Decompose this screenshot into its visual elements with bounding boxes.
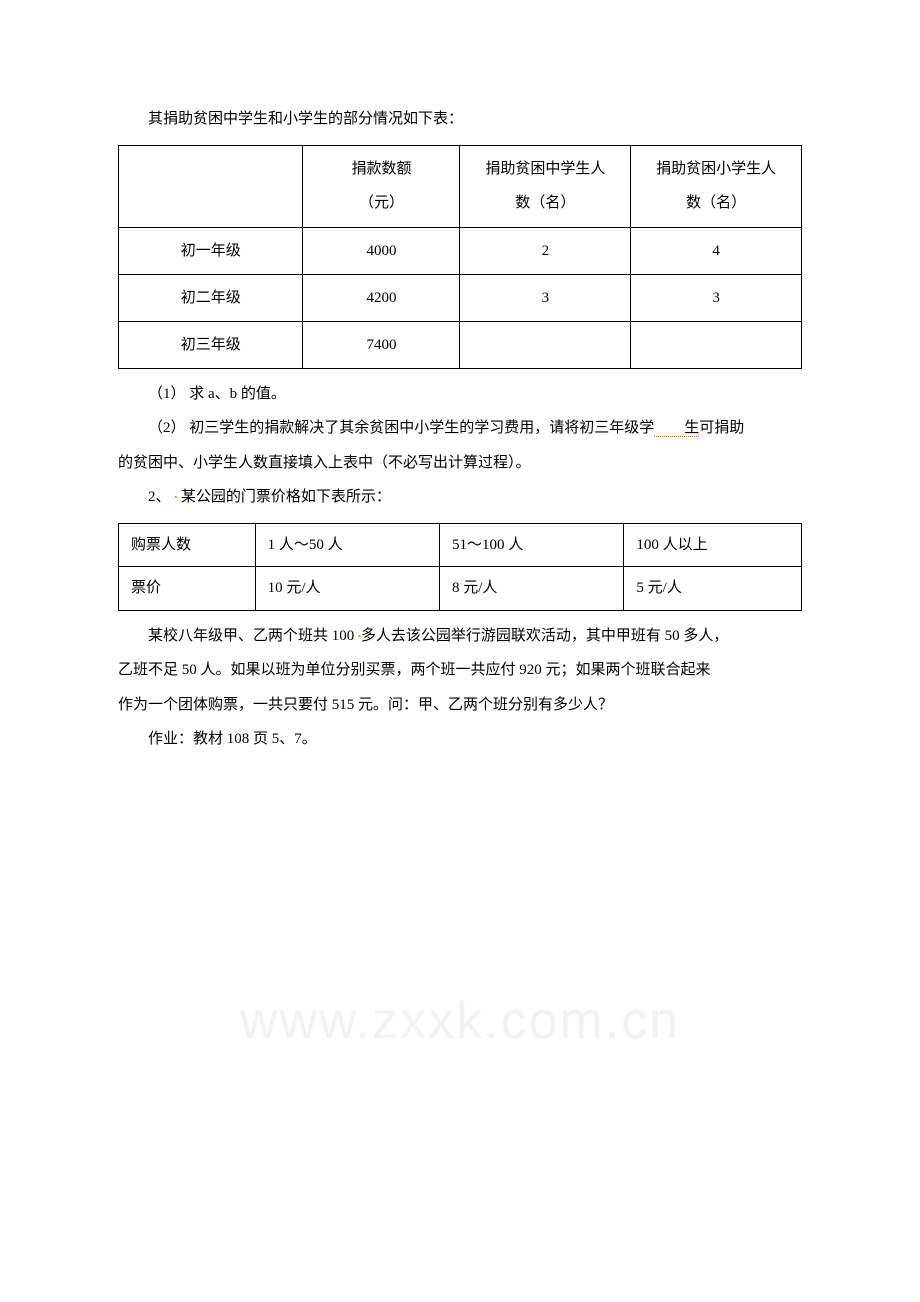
paragraph-2-line1: 某校八年级甲、乙两个班共 100 ▪多人去该公园举行游园联欢活动，其中甲班有 5… — [118, 619, 802, 654]
table-cell: 4 — [631, 227, 802, 274]
text-span: （2） 初三学生的捐款解决了其余贫困中小学生的学习费用，请将初三年级学 — [148, 420, 654, 436]
paragraph-2-line3: 作为一个团体购票，一共只要付 515 元。问：甲、乙两个班分别有多少人？ — [118, 688, 802, 723]
header-text: 捐助贫困小学生人 数（名） — [656, 161, 776, 212]
table-cell: 捐助贫困中学生人 数（名） — [460, 145, 631, 227]
table-row: 初三年级 7400 — [119, 321, 802, 368]
table-cell: 7400 — [303, 321, 460, 368]
table-cell — [631, 321, 802, 368]
homework-line: 作业：教材 108 页 5、7。 — [118, 722, 802, 757]
table-cell: 10 元/人 — [255, 567, 439, 611]
question-1-2-line1: （2） 初三学生的捐款解决了其余贫困中小学生的学习费用，请将初三年级学生可捐助 — [118, 411, 802, 446]
table-cell: 1 人～50 人 — [255, 523, 439, 567]
table-cell: 51～100 人 — [440, 523, 624, 567]
table-row: 初二年级 4200 3 3 — [119, 274, 802, 321]
decorative-dot: ▪ — [174, 492, 177, 501]
table-cell — [119, 145, 303, 227]
table-cell: 8 元/人 — [440, 567, 624, 611]
question-1-1: （1） 求 a、b 的值。 — [118, 377, 802, 412]
donation-table: 捐款数额 （元） 捐助贫困中学生人 数（名） 捐助贫困小学生人 数（名） 初一年… — [118, 145, 802, 369]
table-cell: 3 — [460, 274, 631, 321]
table-cell: 初二年级 — [119, 274, 303, 321]
table-cell: 3 — [631, 274, 802, 321]
table-cell: 4200 — [303, 274, 460, 321]
text-span: 某校八年级甲、乙两个班共 100 — [148, 628, 358, 644]
table-row-header: 捐款数额 （元） 捐助贫困中学生人 数（名） 捐助贫困小学生人 数（名） — [119, 145, 802, 227]
text-span: 某公园的门票价格如下表所示： — [181, 489, 391, 505]
table-cell: 票价 — [119, 567, 256, 611]
table-cell: 初一年级 — [119, 227, 303, 274]
question-2-intro: 2、 ▪ 某公园的门票价格如下表所示： — [118, 480, 802, 515]
header-text: 捐助贫困中学生人 数（名） — [485, 161, 605, 212]
table-cell: 2 — [460, 227, 631, 274]
table-cell — [460, 321, 631, 368]
underlined-char: 生 — [654, 421, 699, 437]
table-cell: 5 元/人 — [624, 567, 802, 611]
table-cell: 购票人数 — [119, 523, 256, 567]
text-span: 可捐助 — [699, 420, 744, 436]
intro-line: 其捐助贫困中学生和小学生的部分情况如下表： — [118, 102, 802, 137]
table-cell: 100 人以上 — [624, 523, 802, 567]
question-1-2-line2: 的贫困中、小学生人数直接填入上表中（不必写出计算过程）。 — [118, 446, 802, 481]
table-cell: 初三年级 — [119, 321, 303, 368]
text-span: 多人去该公园举行游园联欢活动，其中甲班有 50 多人， — [361, 628, 729, 644]
header-text: 捐款数额 （元） — [351, 161, 411, 212]
table-row: 购票人数 1 人～50 人 51～100 人 100 人以上 — [119, 523, 802, 567]
table-cell: 捐助贫困小学生人 数（名） — [631, 145, 802, 227]
ticket-price-table: 购票人数 1 人～50 人 51～100 人 100 人以上 票价 10 元/人… — [118, 523, 802, 611]
text-span: 2、 — [148, 489, 171, 505]
table-row: 初一年级 4000 2 4 — [119, 227, 802, 274]
document-content: 其捐助贫困中学生和小学生的部分情况如下表： 捐款数额 （元） 捐助贫困中学生人 … — [118, 102, 802, 757]
table-row: 票价 10 元/人 8 元/人 5 元/人 — [119, 567, 802, 611]
watermark-text: www.zxxk.com.cn — [240, 962, 680, 1082]
table-cell: 4000 — [303, 227, 460, 274]
table-cell: 捐款数额 （元） — [303, 145, 460, 227]
paragraph-2-line2: 乙班不足 50 人。如果以班为单位分别买票，两个班一共应付 920 元；如果两个… — [118, 653, 802, 688]
